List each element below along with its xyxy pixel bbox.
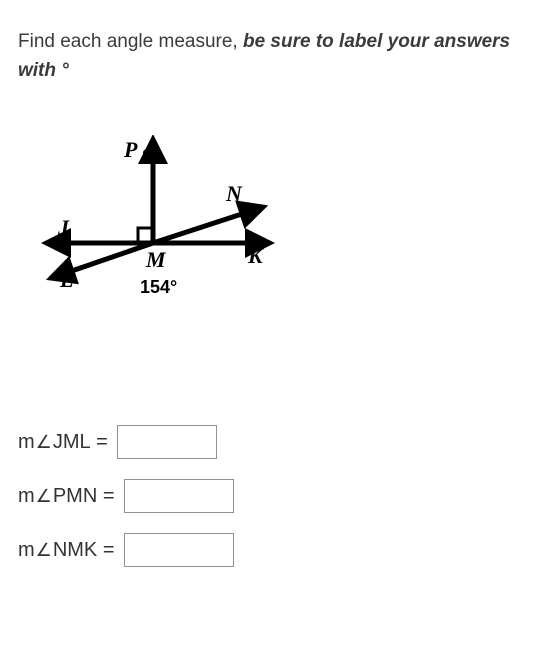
answer-row-pmn: m∠PMN = [18, 479, 528, 513]
answer-row-jml: m∠JML = [18, 425, 528, 459]
point-dot-p [143, 149, 151, 157]
answer-row-nmk: m∠NMK = [18, 533, 528, 567]
ray-ml [60, 243, 153, 275]
input-pmn[interactable] [124, 479, 234, 513]
label-n: N [226, 181, 242, 207]
point-dot-n [240, 209, 248, 217]
input-jml[interactable] [117, 425, 217, 459]
label-m: M [146, 247, 166, 273]
label-k: K [248, 243, 263, 269]
question-prompt: Find each angle measure, be sure to labe… [18, 28, 528, 85]
lhs-jml: m∠JML = [18, 431, 113, 454]
diagram-svg [38, 135, 278, 335]
lhs-pmn: m∠PMN = [18, 485, 120, 508]
input-nmk[interactable] [124, 533, 234, 567]
label-p: P [124, 137, 137, 163]
diagram-container: P J N M K L 154° [38, 135, 528, 335]
label-j: J [58, 215, 69, 241]
prompt-text: Find each angle measure, [18, 31, 243, 52]
ray-mn [153, 210, 254, 243]
label-angle-154: 154° [140, 277, 177, 298]
label-l: L [60, 267, 73, 293]
angle-diagram: P J N M K L 154° [38, 135, 278, 335]
lhs-nmk: m∠NMK = [18, 539, 120, 562]
